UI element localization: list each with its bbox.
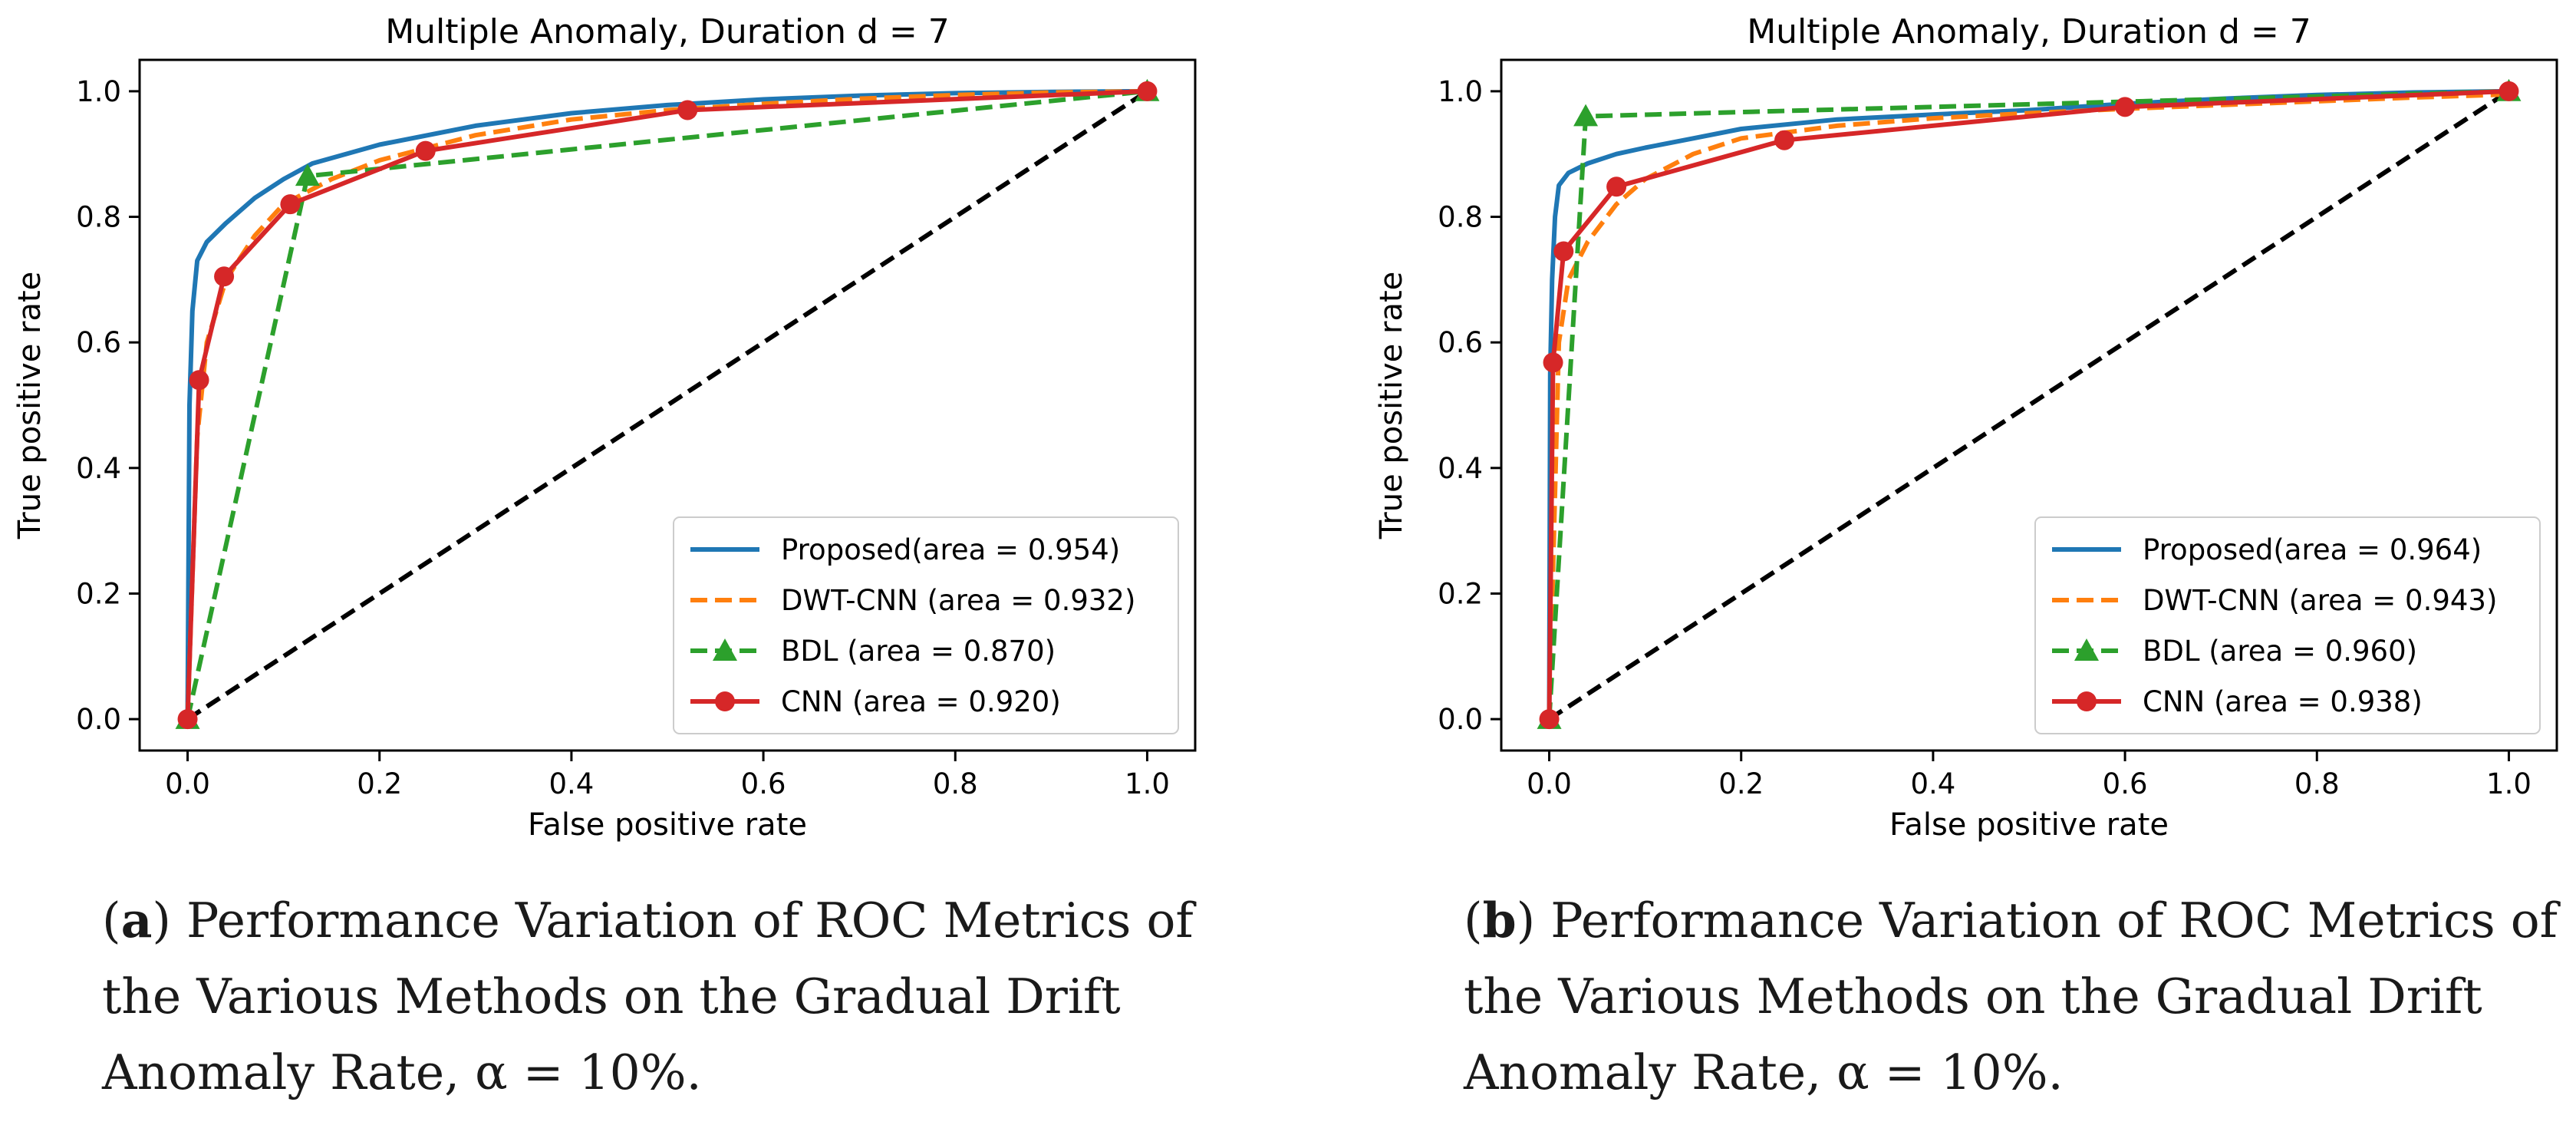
caption-a: (a) Performance Variation of ROC Metrics… (102, 883, 1222, 1110)
y-tick-label: 0.6 (1438, 326, 1483, 359)
caption-a-open: ( (102, 892, 121, 949)
chance-diagonal-line (1547, 89, 2511, 721)
bdl-point-1 (295, 163, 320, 186)
x-axis-label: False positive rate (528, 807, 807, 843)
cnn-point-0 (177, 709, 198, 730)
plot-area (1537, 78, 2522, 730)
legend-label: Proposed(area = 0.964) (2143, 533, 2482, 566)
cnn-point-1 (189, 370, 209, 391)
x-tick-label: 0.0 (165, 767, 210, 800)
roc-chart-b: Multiple Anomaly, Duration d = 7 0.0 0.2 0.… (1374, 12, 2558, 843)
legend-label: BDL (area = 0.960) (2143, 635, 2417, 668)
cnn-point-1 (1543, 352, 1563, 373)
chart-title: Multiple Anomaly, Duration d = 7 (1747, 12, 2311, 51)
bdl-point-1 (1573, 104, 1599, 127)
legend-label: DWT-CNN (area = 0.932) (781, 584, 1135, 617)
caption-b: (b) Performance Variation of ROC Metrics… (1464, 883, 2576, 1110)
cnn-point-2 (214, 266, 235, 287)
y-tick-label: 1.0 (1438, 75, 1483, 108)
legend-label: CNN (area = 0.920) (781, 685, 1061, 718)
cnn-point-0 (1539, 709, 1560, 730)
series-line-0 (185, 88, 1148, 720)
legend: Proposed(area = 0.964) DWT-CNN (area = 0.… (2034, 516, 2541, 734)
legend-label: DWT-CNN (area = 0.943) (2143, 584, 2497, 617)
y-tick-label: 0.8 (1438, 201, 1483, 234)
x-tick-label: 1.0 (2486, 767, 2532, 800)
roc-chart-a: Multiple Anomaly, Duration d = 7 0.0 0.2 0.… (12, 12, 1197, 843)
cnn-point-3 (1606, 177, 1627, 197)
cnn-point-4 (1774, 130, 1795, 150)
legend-box (673, 516, 1179, 734)
legend-label: CNN (area = 0.938) (2143, 685, 2423, 718)
axes-frame (1500, 58, 2558, 752)
legend-marker-circle (715, 691, 735, 711)
cnn-point-6 (2499, 81, 2519, 101)
cnn-point-5 (2115, 97, 2136, 117)
x-tick-label: 0.4 (548, 767, 594, 800)
x-tick-label: 0.8 (2294, 767, 2340, 800)
y-axis-label: True positive rate (12, 272, 48, 540)
caption-b-tag: b (1482, 892, 1517, 949)
y-tick-label: 1.0 (76, 75, 121, 108)
x-tick-label: 0.2 (1718, 767, 1764, 800)
cnn-point-6 (1137, 81, 1158, 101)
y-tick-label: 0.4 (76, 452, 121, 485)
y-tick-label: 0.2 (1438, 577, 1483, 610)
axes-frame (138, 58, 1197, 752)
y-tick-label: 0.8 (76, 201, 121, 234)
legend-label: Proposed(area = 0.954) (781, 533, 1120, 566)
caption-a-tag: a (120, 892, 153, 949)
caption-b-text: ) Performance Variation of ROC Metrics o… (1464, 892, 2558, 1100)
x-tick-label: 0.2 (357, 767, 402, 800)
cnn-point-3 (280, 194, 301, 215)
x-tick-label: 0.0 (1527, 767, 1572, 800)
y-tick-label: 0.6 (76, 326, 121, 359)
y-tick-label: 0.4 (1438, 452, 1483, 485)
x-axis-label: False positive rate (1889, 807, 2169, 843)
chart-title: Multiple Anomaly, Duration d = 7 (385, 12, 950, 51)
y-tick-label: 0.0 (76, 703, 121, 736)
legend-marker-triangle (713, 638, 737, 661)
y-tick-label: 0.2 (76, 577, 121, 610)
cnn-point-2 (1553, 241, 1574, 262)
cnn-point-5 (677, 100, 698, 120)
y-tick-label: 0.0 (1438, 703, 1483, 736)
cnn-point-4 (415, 140, 436, 161)
x-tick-label: 0.6 (741, 767, 786, 800)
legend-box (2034, 516, 2541, 734)
caption-a-text: ) Performance Variation of ROC Metrics o… (102, 892, 1194, 1100)
x-tick-label: 0.8 (933, 767, 978, 800)
x-tick-label: 1.0 (1125, 767, 1170, 800)
x-tick-label: 0.4 (1910, 767, 1955, 800)
x-tick-label: 0.6 (2103, 767, 2148, 800)
legend: Proposed(area = 0.954) DWT-CNN (area = 0.… (673, 516, 1179, 734)
y-axis-label: True positive rate (1374, 272, 1409, 540)
caption-b-open: ( (1464, 892, 1483, 949)
legend-marker-triangle (2074, 638, 2099, 661)
chance-diagonal-line (186, 89, 1149, 721)
legend-label: BDL (area = 0.870) (781, 635, 1056, 668)
plot-area (175, 78, 1160, 730)
legend-marker-circle (2077, 691, 2097, 711)
